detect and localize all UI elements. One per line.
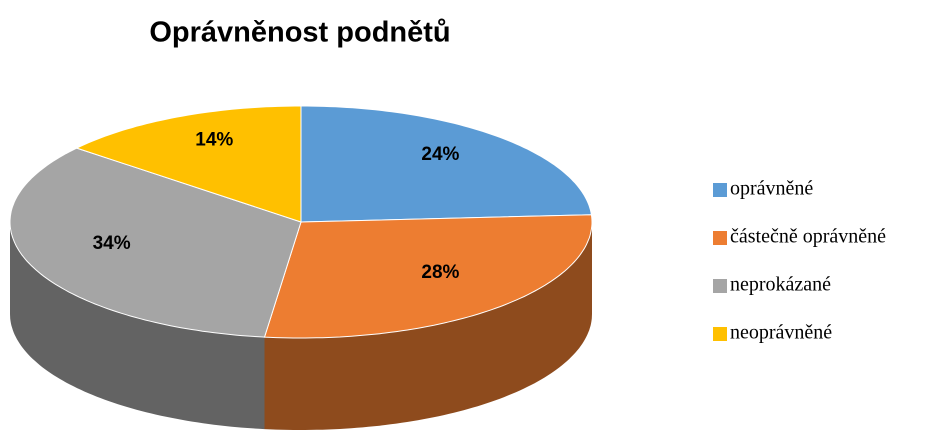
- legend-swatch: [713, 231, 727, 245]
- slice: [263, 214, 593, 339]
- slice-side: [10, 222, 265, 430]
- slice-side: [264, 222, 592, 430]
- legend-label: částečně oprávněné: [730, 226, 886, 248]
- legend-label: oprávněné: [730, 178, 813, 200]
- legend-label: neprokázané: [730, 274, 831, 296]
- legend-swatch: [713, 279, 727, 293]
- data-label: 28%: [421, 262, 459, 283]
- chart-title: Oprávněnost podnětů: [149, 17, 450, 49]
- slice: [75, 105, 302, 223]
- data-label: 14%: [195, 130, 233, 151]
- legend-swatch: [713, 183, 727, 197]
- data-label: 34%: [93, 233, 131, 254]
- legend-label: neoprávněné: [730, 322, 832, 344]
- data-label: 24%: [421, 144, 459, 165]
- slice: [9, 147, 302, 338]
- slice: [300, 105, 592, 223]
- legend-swatch: [713, 327, 727, 341]
